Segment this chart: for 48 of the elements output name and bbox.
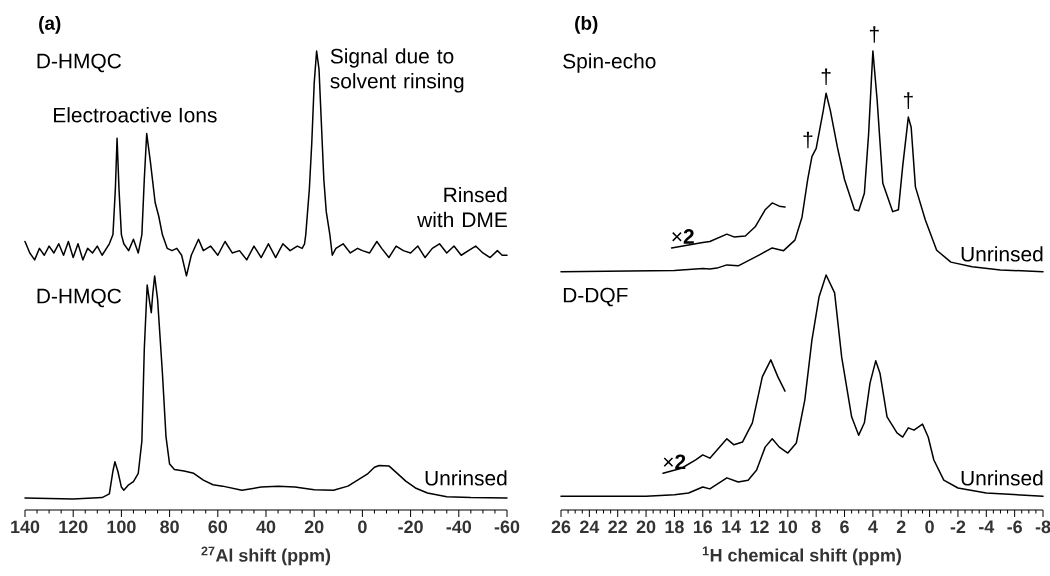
annotation: Electroactive Ions	[54, 107, 217, 123]
annotation: Unrinsed	[961, 470, 1043, 486]
annotation: ×2	[672, 229, 694, 244]
x-tick-label: 26	[551, 520, 571, 534]
annotation: †	[903, 92, 913, 109]
x-tick-label: 6	[840, 520, 849, 534]
x-axis-title: $^{1}$H chemical shift (ppm)	[702, 546, 901, 566]
x-axis-title: $^{27}$Al shift (ppm)	[201, 546, 331, 566]
x-tick-label: 140	[11, 520, 40, 534]
annotation: †	[869, 26, 879, 43]
annotation: D-DQF	[563, 287, 628, 307]
x-tick-label: 10	[778, 520, 798, 534]
x-tick-label: -6	[1007, 520, 1022, 534]
annotation: Rinsed with DME	[417, 186, 507, 228]
x-tick-label: -8	[1035, 520, 1050, 534]
annotation: Signal due to solvent rinsing	[330, 48, 464, 93]
x-tick-label: 20	[636, 520, 656, 534]
x-tick-label: 60	[208, 520, 228, 534]
annotation: Spin-echo	[563, 53, 656, 73]
annotation: Unrinsed	[961, 246, 1043, 262]
annotation: †	[803, 131, 813, 149]
x-tick-label: -2	[950, 520, 966, 534]
x-tick-label: -60	[494, 520, 520, 534]
x-tick-label: -40	[446, 520, 472, 534]
x-tick-label: 22	[608, 520, 627, 534]
x-tick-label: 16	[693, 520, 713, 534]
x-tick-label: 80	[160, 520, 179, 534]
chart-title: (a)	[39, 16, 61, 34]
x-tick-label: 2	[896, 520, 906, 534]
x-tick-label: 24	[580, 520, 600, 534]
chart-title: (b)	[575, 16, 598, 34]
x-tick-label: 100	[107, 520, 136, 534]
x-tick-label: 8	[811, 520, 821, 534]
x-tick-label: 120	[59, 520, 88, 534]
x-tick-label: 4	[868, 520, 878, 533]
x-tick-label: 0	[358, 520, 367, 534]
annotation: Unrinsed	[425, 470, 507, 486]
x-tick-label: -20	[398, 520, 423, 534]
x-tick-label: 20	[304, 520, 324, 534]
x-tick-label: 0	[925, 520, 934, 534]
x-tick-label: -4	[979, 520, 995, 533]
annotation: †	[821, 68, 831, 86]
x-tick-label: 40	[256, 520, 276, 534]
x-tick-label: 14	[722, 520, 741, 533]
x-tick-label: 18	[665, 520, 684, 534]
x-tick-label: 12	[750, 520, 769, 534]
annotation: D-HMQC	[37, 288, 122, 308]
annotation: D-HMQC	[37, 53, 122, 73]
